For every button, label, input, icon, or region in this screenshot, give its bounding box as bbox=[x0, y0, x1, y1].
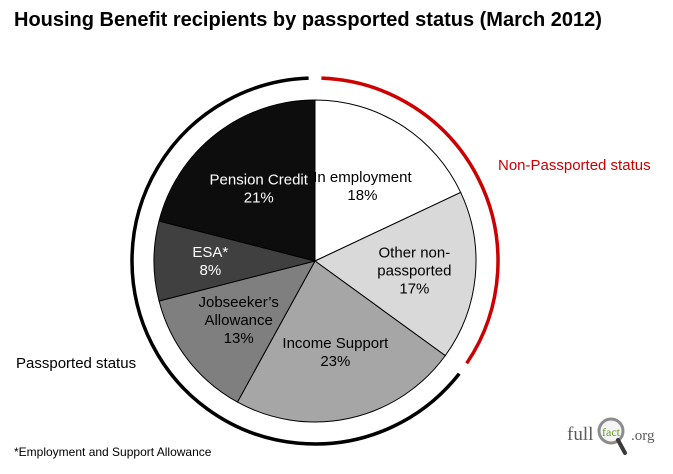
logo-word: full bbox=[567, 424, 594, 445]
slice-jobseeker-s-allowance bbox=[158, 260, 316, 403]
slice-label-income-support: Income Support 23% bbox=[282, 335, 389, 370]
slice-pension-credit bbox=[158, 99, 316, 262]
slice-percent: 13% bbox=[224, 330, 254, 347]
slice-other-non-passported bbox=[314, 191, 477, 357]
slice-name-line: ESA* bbox=[192, 244, 228, 261]
slice-percent: 17% bbox=[399, 280, 429, 297]
slice-name-line: In employment bbox=[313, 169, 412, 186]
slice-name-line: passported bbox=[377, 262, 451, 279]
slice-income-support bbox=[236, 260, 446, 423]
non-passported-arc bbox=[321, 76, 500, 365]
slice-labels: In employment 18% Other non-passported 17% I… bbox=[192, 169, 451, 370]
logo-suffix: .org bbox=[631, 428, 655, 444]
chart-title: Housing Benefit recipients by passported… bbox=[14, 9, 602, 31]
slice-label-jobseeker-s-allowance: Jobseeker’s Allowance 13% bbox=[199, 294, 279, 347]
slice-name-line: Jobseeker’s bbox=[199, 294, 279, 311]
slice-label-esa: ESA* 8% bbox=[192, 244, 228, 279]
slice-name-line: Income Support bbox=[282, 335, 389, 352]
group-arcs bbox=[130, 76, 500, 446]
magnifier-icon: fact bbox=[597, 417, 627, 455]
slice-percent: 21% bbox=[244, 189, 274, 206]
pie-slices bbox=[153, 99, 477, 423]
slice-in-employment bbox=[314, 99, 462, 262]
slice-label-pension-credit: Pension Credit 21% bbox=[210, 171, 309, 206]
logo-mark: fact bbox=[602, 425, 621, 439]
slice-percent: 18% bbox=[347, 187, 377, 204]
footnote: *Employment and Support Allowance bbox=[14, 445, 212, 459]
non-passported-group-label: Non-Passported status bbox=[498, 157, 651, 174]
passported-arc bbox=[130, 76, 461, 446]
slice-name-line: Other non- bbox=[379, 244, 451, 261]
slice-label-in-employment: In employment 18% bbox=[313, 169, 412, 204]
slice-name-line: Pension Credit bbox=[210, 171, 309, 188]
slice-label-other-non-passported: Other non-passported 17% bbox=[377, 244, 451, 297]
slice-percent: 23% bbox=[320, 353, 350, 370]
slice-percent: 8% bbox=[200, 262, 222, 279]
fullfact-logo: full fact .org bbox=[565, 416, 669, 464]
passported-group-label: Passported status bbox=[16, 355, 137, 372]
slice-name-line: Allowance bbox=[204, 312, 272, 329]
